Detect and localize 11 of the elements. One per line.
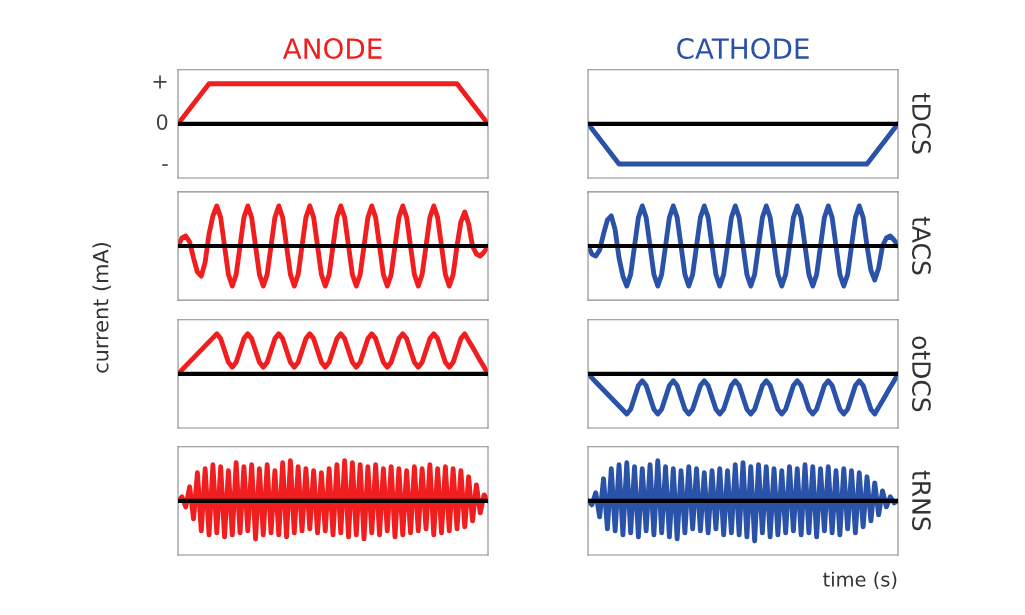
text: -: [162, 164, 168, 166]
text: +: [153, 75, 167, 89]
y-axis-title: current (mA): [92, 243, 111, 373]
text: 0: [156, 114, 168, 130]
y2-axis-title: tACS: [911, 216, 931, 275]
chart-title: ANODE: [282, 38, 382, 60]
x-axis-title: time (s): [823, 571, 897, 589]
y2-axis-title: tRNS: [911, 470, 931, 531]
chart-title: CATHODE: [677, 38, 809, 60]
y2-axis-title: tDCS: [911, 93, 931, 154]
y2-axis-title: otDCS: [911, 336, 931, 412]
